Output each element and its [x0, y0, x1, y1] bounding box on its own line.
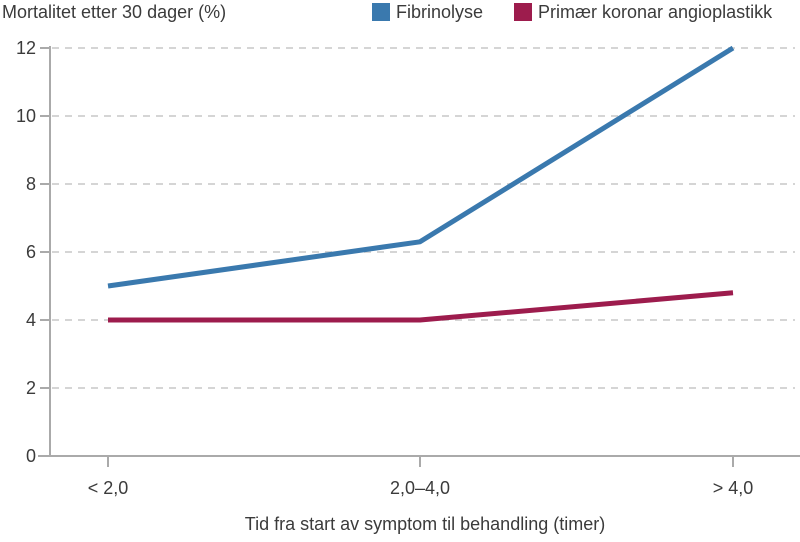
svg-text:> 4,0: > 4,0: [713, 478, 754, 498]
legend-label-fibrinolyse: Fibrinolyse: [396, 2, 484, 22]
chart-title: Mortalitet etter 30 dager (%): [2, 2, 227, 22]
svg-text:10: 10: [16, 106, 36, 126]
svg-text:12: 12: [16, 38, 36, 58]
svg-text:4: 4: [26, 310, 36, 330]
legend-item-angioplastikk: Primær koronar angioplastikk: [514, 3, 772, 21]
legend-swatch-angioplastikk: [514, 3, 532, 21]
svg-text:2: 2: [26, 378, 36, 398]
legend-label-angioplastikk: Primær koronar angioplastikk: [538, 2, 773, 22]
legend-swatch-fibrinolyse: [372, 3, 390, 21]
x-axis-title: Tid fra start av symptom til behandling …: [244, 514, 606, 534]
svg-text:0: 0: [26, 446, 36, 466]
svg-text:6: 6: [26, 242, 36, 262]
svg-text:< 2,0: < 2,0: [88, 478, 129, 498]
svg-text:2,0–4,0: 2,0–4,0: [390, 478, 450, 498]
svg-text:8: 8: [26, 174, 36, 194]
legend-item-fibrinolyse: Fibrinolyse: [372, 3, 483, 21]
